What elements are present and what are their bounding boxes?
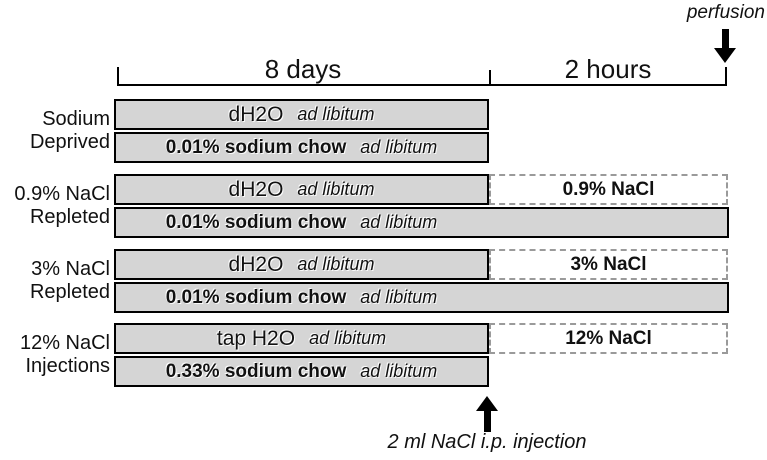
injection-arrowhead-icon	[476, 396, 498, 411]
perfusion-arrow-icon	[722, 29, 729, 49]
group-label-line1: Sodium	[42, 108, 110, 130]
water-bar: dH2O ad libitum	[114, 99, 489, 130]
group-label-line2: Injections	[25, 355, 111, 377]
group-0-9-nacl-repleted: 0.9% NaCl Repleted dH2O ad libitum 0.9% …	[0, 174, 767, 238]
phase-8-days-label: 8 days	[264, 54, 342, 84]
water-bar-text: dH2O	[228, 102, 284, 126]
water-bar-ad-libitum: ad libitum	[309, 328, 387, 348]
chow-bar-ad-libitum: ad libitum	[360, 212, 438, 232]
perfusion-label: perfusion	[686, 2, 765, 23]
group-label-line2: Repleted	[29, 206, 110, 228]
water-bar-ad-libitum: ad libitum	[297, 104, 375, 124]
timeline-tick-end	[725, 67, 727, 85]
group-label-line2: Repleted	[29, 281, 110, 303]
chow-bar-text: 0.01% sodium chow	[165, 286, 347, 308]
water-bar: tap H2O ad libitum	[114, 323, 489, 354]
treatment-bar: 0.9% NaCl	[489, 174, 728, 205]
water-bar: dH2O ad libitum	[114, 249, 489, 280]
timeline-tick-start	[117, 67, 119, 85]
treatment-bar: 12% NaCl	[489, 323, 728, 354]
treatment-bar-text: 3% NaCl	[570, 253, 647, 275]
water-bar-text: tap H2O	[216, 326, 296, 350]
timeline-tick-mid	[489, 70, 491, 85]
chow-bar-text: 0.33% sodium chow	[165, 360, 347, 382]
water-bar-ad-libitum: ad libitum	[297, 179, 375, 199]
group-12-nacl-injections: 12% NaCl Injections tap H2O ad libitum 1…	[0, 323, 767, 387]
water-bar-text: dH2O	[228, 252, 284, 276]
group-label-line1: 0.9% NaCl	[14, 183, 110, 205]
injection-label: 2 ml NaCl i.p. injection	[387, 431, 587, 453]
group-3-nacl-repleted: 3% NaCl Repleted dH2O ad libitum 3% NaCl…	[0, 249, 767, 313]
chow-bar: 0.01% sodium chow ad libitum	[114, 282, 729, 313]
group-label: Sodium Deprived	[0, 99, 110, 163]
water-bar-text: dH2O	[228, 177, 284, 201]
group-sodium-deprived: Sodium Deprived dH2O ad libitum 0.01% so…	[0, 99, 767, 163]
treatment-bar-text: 0.9% NaCl	[562, 178, 655, 200]
timeline-axis	[117, 84, 727, 86]
treatment-bar: 3% NaCl	[489, 249, 728, 280]
chow-bar: 0.01% sodium chow ad libitum	[114, 132, 489, 163]
group-label-line1: 3% NaCl	[31, 258, 110, 280]
chow-bar-text: 0.01% sodium chow	[165, 211, 347, 233]
perfusion-arrowhead-icon	[714, 48, 736, 63]
injection-arrow-icon	[484, 410, 491, 432]
chow-bar-text-zone: 0.01% sodium chow ad libitum	[116, 212, 487, 234]
group-label: 3% NaCl Repleted	[0, 249, 110, 313]
phase-2-hours-label: 2 hours	[564, 54, 652, 84]
chow-bar-ad-libitum: ad libitum	[360, 137, 438, 157]
treatment-bar-text: 12% NaCl	[565, 327, 652, 349]
chow-bar-ad-libitum: ad libitum	[360, 287, 438, 307]
chow-bar-ad-libitum: ad libitum	[360, 361, 438, 381]
chow-bar-text: 0.01% sodium chow	[165, 136, 347, 158]
group-label-line1: 12% NaCl	[19, 332, 110, 354]
chow-bar: 0.33% sodium chow ad libitum	[114, 356, 489, 387]
water-bar-ad-libitum: ad libitum	[297, 254, 375, 274]
group-label: 12% NaCl Injections	[0, 323, 110, 387]
water-bar: dH2O ad libitum	[114, 174, 489, 205]
chow-bar: 0.01% sodium chow ad libitum	[114, 207, 729, 238]
chow-bar-text-zone: 0.01% sodium chow ad libitum	[116, 287, 487, 309]
group-label-line2: Deprived	[29, 131, 110, 153]
group-label: 0.9% NaCl Repleted	[0, 174, 110, 238]
